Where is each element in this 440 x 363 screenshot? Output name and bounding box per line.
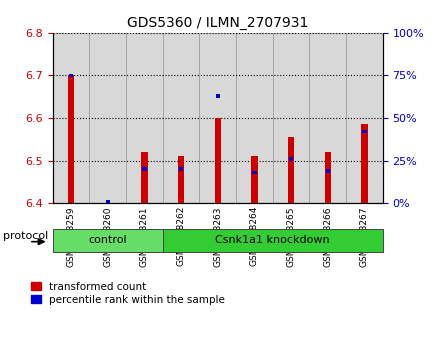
- Bar: [346, 33, 383, 203]
- Bar: [179, 167, 183, 171]
- Bar: [126, 33, 163, 203]
- Bar: [53, 33, 89, 203]
- Text: Csnk1a1 knockdown: Csnk1a1 knockdown: [216, 236, 330, 245]
- Bar: [273, 33, 309, 203]
- Bar: [251, 156, 258, 203]
- Bar: [216, 94, 220, 98]
- Bar: [178, 156, 184, 203]
- Bar: [325, 152, 331, 203]
- Legend: transformed count, percentile rank within the sample: transformed count, percentile rank withi…: [27, 277, 229, 309]
- Bar: [289, 157, 293, 161]
- Bar: [69, 74, 73, 77]
- Bar: [361, 125, 368, 203]
- Bar: [199, 33, 236, 203]
- FancyBboxPatch shape: [53, 229, 163, 252]
- Bar: [326, 169, 330, 172]
- FancyBboxPatch shape: [163, 229, 383, 252]
- Bar: [68, 76, 74, 203]
- Text: control: control: [88, 236, 127, 245]
- Bar: [309, 33, 346, 203]
- Bar: [89, 33, 126, 203]
- Bar: [142, 167, 147, 171]
- Bar: [141, 152, 148, 203]
- Bar: [106, 200, 110, 203]
- Bar: [236, 33, 273, 203]
- Text: protocol: protocol: [3, 231, 48, 241]
- Title: GDS5360 / ILMN_2707931: GDS5360 / ILMN_2707931: [127, 16, 308, 30]
- Bar: [288, 137, 294, 203]
- Bar: [163, 33, 199, 203]
- Bar: [252, 171, 257, 174]
- Bar: [362, 130, 367, 133]
- Bar: [215, 118, 221, 203]
